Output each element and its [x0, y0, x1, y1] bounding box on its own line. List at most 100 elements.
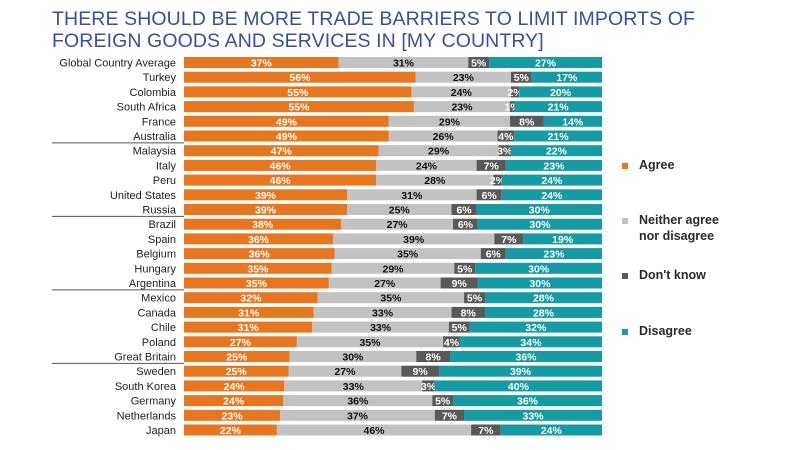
data-label-dontknow: 7% [501, 234, 517, 246]
data-label-dontknow: 4% [444, 337, 460, 349]
bar-segment-disagree [450, 351, 602, 362]
legend-label-neither-line2: nor disagree [639, 229, 715, 243]
row-label: Netherlands [117, 410, 177, 422]
legend-swatch-dontknow [622, 273, 628, 279]
bar-segment-disagree [510, 145, 602, 157]
data-label-disagree: 19% [552, 234, 574, 246]
bar-segment-neither [328, 277, 441, 289]
data-label-dontknow: 6% [482, 190, 498, 202]
bar-segment-dontknow [510, 71, 532, 83]
bar-row-great-britain: Great Britain 25% 30% 8% 36% [114, 351, 602, 364]
bar-segment-agree [184, 380, 285, 392]
row-label: Chile [151, 322, 176, 334]
data-label-dontknow: 5% [471, 58, 487, 70]
bar-segment-neither [276, 424, 472, 436]
bar-row-germany: Germany 24% 36% 5% 36% [131, 395, 602, 408]
data-label-dontknow: 5% [514, 72, 530, 84]
data-label-agree: 36% [248, 234, 270, 246]
bar-segment-agree [184, 174, 377, 186]
data-label-dontknow: 8% [519, 116, 535, 128]
bar-segment-neither [331, 262, 455, 274]
bar-row-peru: Peru 46% 28% 2% 24% [153, 174, 602, 187]
bar-segment-neither [312, 321, 449, 333]
data-label-neither: 29% [439, 116, 461, 128]
data-label-agree: 25% [226, 366, 248, 378]
bar-segment-neither [376, 159, 477, 171]
bar-segment-disagree [514, 130, 602, 142]
bar-row-belgium: Belgium 36% 35% 6% 23% [136, 248, 602, 261]
row-label: Sweden [136, 366, 176, 378]
bar-row-argentina: Argentina 35% 27% 9% 30% [129, 277, 602, 290]
bar-segment-disagree [519, 86, 602, 98]
data-label-dontknow: 8% [426, 352, 442, 364]
bar-segment-dontknow [476, 159, 506, 171]
row-label: Australia [133, 131, 177, 143]
row-label: France [142, 116, 176, 128]
row-label: Global Country Average [59, 58, 176, 70]
row-label: South Africa [117, 102, 177, 114]
data-label-agree: 56% [289, 72, 311, 84]
data-label-neither: 39% [403, 234, 425, 246]
data-label-agree: 46% [270, 175, 292, 187]
data-label-agree: 24% [223, 396, 245, 408]
bar-segment-agree [184, 57, 339, 68]
data-label-disagree: 22% [546, 146, 568, 158]
data-label-neither: 23% [453, 72, 475, 84]
bar-segment-neither [415, 71, 511, 83]
bar-segment-dontknow [434, 409, 465, 421]
bar-segment-agree [184, 71, 416, 83]
bar-segment-agree [184, 395, 284, 407]
data-label-neither: 28% [424, 175, 446, 187]
data-label-disagree: 20% [550, 87, 572, 99]
row-label: Mexico [141, 293, 176, 305]
legend-swatch-disagree [622, 329, 628, 335]
bar-segment-disagree [453, 395, 602, 407]
bar-segment-agree [184, 306, 314, 318]
bar-segment-agree [184, 159, 377, 171]
bar-segment-dontknow [454, 262, 476, 274]
data-label-dontknow: 7% [478, 425, 494, 437]
bar-segment-dontknow [451, 204, 477, 215]
bar-segment-disagree [484, 306, 602, 318]
data-label-disagree: 21% [548, 131, 570, 143]
bar-segment-dontknow [416, 351, 450, 362]
data-label-disagree: 23% [543, 160, 565, 172]
bar-row-italy: Italy 46% 24% 7% 23% [156, 159, 602, 172]
bar-segment-agree [184, 101, 414, 113]
data-label-disagree: 27% [535, 58, 557, 70]
bar-segment-neither [413, 101, 511, 113]
bar-segment-neither [388, 130, 498, 142]
bar-row-south-africa: South Africa 55% 23% 1% 21% [117, 101, 602, 114]
data-label-disagree: 23% [543, 249, 565, 261]
bar-segment-neither [289, 351, 417, 362]
data-label-neither: 33% [343, 381, 365, 393]
data-label-agree: 31% [238, 307, 260, 319]
bar-segment-disagree [484, 292, 602, 304]
bar-segment-agree [184, 233, 333, 245]
bar-segment-neither [378, 145, 499, 157]
data-label-disagree: 24% [541, 190, 563, 202]
row-label: Peru [153, 175, 176, 187]
data-label-dontknow: 9% [452, 278, 468, 290]
bar-segment-disagree [543, 115, 602, 127]
data-label-neither: 35% [397, 249, 419, 261]
data-label-neither: 35% [360, 337, 382, 349]
bar-segment-dontknow [401, 365, 439, 377]
bar-segment-disagree [464, 409, 602, 421]
bar-segment-dontknow [471, 424, 501, 436]
bar-segment-dontknow [422, 380, 435, 392]
bar-segment-agree [184, 277, 329, 289]
bar-segment-disagree [438, 365, 602, 377]
data-label-neither: 35% [380, 293, 402, 305]
data-label-agree: 25% [226, 352, 248, 364]
data-label-disagree: 33% [523, 410, 545, 422]
data-label-neither: 27% [334, 366, 356, 378]
bar-segment-disagree [476, 204, 602, 215]
bar-segment-dontknow [464, 292, 485, 304]
row-label: Turkey [143, 72, 177, 84]
bar-segment-disagree [477, 277, 602, 289]
data-label-agree: 37% [251, 58, 273, 70]
data-label-neither: 30% [342, 352, 364, 364]
bar-row-south-korea: South Korea 24% 33% 3% 40% [115, 380, 602, 393]
